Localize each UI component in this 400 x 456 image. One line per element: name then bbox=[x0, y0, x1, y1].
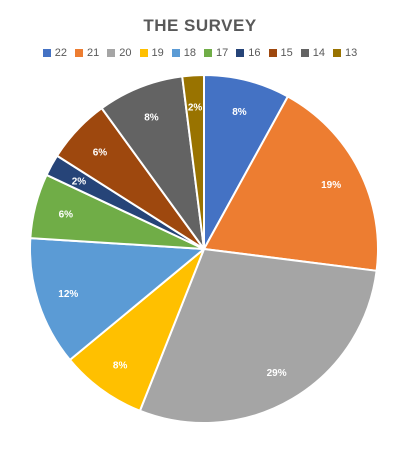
legend-label: 17 bbox=[216, 47, 229, 59]
legend-item-16: 16 bbox=[236, 47, 261, 59]
legend-label: 13 bbox=[345, 47, 358, 59]
legend-item-14: 14 bbox=[300, 47, 325, 59]
legend-label: 19 bbox=[151, 47, 164, 59]
slice-label-16: 2% bbox=[72, 176, 87, 187]
legend-label: 22 bbox=[54, 47, 67, 59]
slice-label-17: 6% bbox=[59, 210, 74, 221]
legend-label: 21 bbox=[87, 47, 100, 59]
legend-label: 14 bbox=[312, 47, 325, 59]
legend-item-20: 20 bbox=[107, 47, 132, 59]
legend-item-19: 19 bbox=[139, 47, 164, 59]
legend-label: 20 bbox=[119, 47, 132, 59]
legend-swatch bbox=[333, 49, 341, 57]
legend-swatch bbox=[268, 49, 277, 57]
legend-swatch bbox=[171, 49, 180, 57]
legend-item-21: 21 bbox=[75, 47, 99, 59]
legend-item-22: 22 bbox=[42, 47, 67, 59]
chart-legend: 22 21 20 19 18 17 16 15 14 13 bbox=[0, 47, 400, 59]
legend-swatch bbox=[75, 49, 83, 57]
slice-label-22: 8% bbox=[232, 107, 247, 118]
pie-slice-18 bbox=[29, 237, 205, 361]
pie-slice-13 bbox=[181, 74, 205, 250]
slice-label-20: 29% bbox=[267, 368, 287, 379]
slice-label-19: 8% bbox=[113, 360, 128, 371]
pie-slice-21 bbox=[203, 95, 379, 272]
legend-item-18: 18 bbox=[171, 47, 196, 59]
slice-label-13: 2% bbox=[188, 103, 203, 114]
chart-title: THE SURVEY bbox=[143, 16, 257, 35]
slice-label-14: 8% bbox=[144, 112, 159, 123]
slice-label-21: 19% bbox=[321, 180, 341, 191]
legend-item-13: 13 bbox=[333, 47, 357, 59]
legend-swatch bbox=[300, 49, 309, 57]
slice-label-15: 6% bbox=[93, 147, 108, 158]
legend-item-17: 17 bbox=[204, 47, 228, 59]
legend-swatch bbox=[236, 49, 245, 57]
legend-swatch bbox=[107, 49, 116, 57]
legend-label: 15 bbox=[280, 47, 293, 59]
legend-swatch bbox=[204, 49, 212, 57]
legend-swatch bbox=[42, 49, 51, 57]
legend-label: 16 bbox=[248, 47, 261, 59]
legend-item-15: 15 bbox=[268, 47, 293, 59]
pie-slice-20 bbox=[138, 248, 378, 424]
legend-swatch bbox=[139, 49, 148, 57]
slice-label-18: 12% bbox=[58, 289, 78, 300]
legend-label: 18 bbox=[183, 47, 196, 59]
